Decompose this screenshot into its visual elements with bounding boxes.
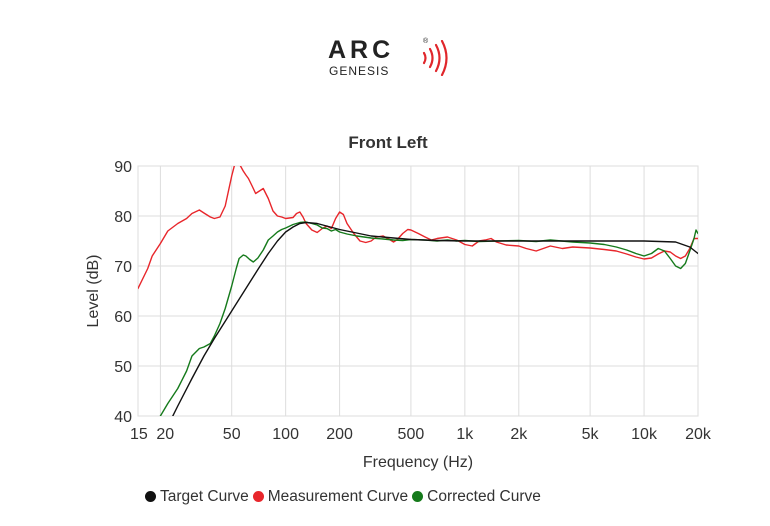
logo-product-text: GENESIS: [329, 64, 390, 78]
x-tick-label: 5k: [582, 426, 600, 443]
logo-brand-text: ARC: [328, 36, 395, 64]
chart-ticks: 15 20 50 100 200 500 1k 2k 5k 10k 20k 40 50 60 70 80 90: [114, 159, 712, 443]
y-tick-label: 70: [114, 259, 132, 276]
legend-item[interactable]: Target Curve: [145, 488, 249, 506]
x-tick-label: 2k: [510, 426, 528, 443]
arc-genesis-logo: ARC ® GENESIS: [320, 32, 460, 84]
x-tick-label: 200: [326, 426, 353, 443]
legend-label: Measurement Curve: [267, 488, 409, 505]
chart-title: Front Left: [348, 133, 428, 152]
legend-dot-icon: [412, 491, 424, 502]
plot-area: [137, 165, 699, 417]
legend-item[interactable]: Corrected Curve: [412, 488, 541, 506]
x-tick-label: 1k: [456, 426, 474, 443]
chart-grid: [137, 165, 699, 417]
y-tick-label: 60: [114, 309, 132, 326]
logo-registered-mark: ®: [423, 38, 429, 45]
x-tick-label: 50: [223, 426, 241, 443]
chart-legend: Target Curve Measurement Curve Corrected C…: [145, 488, 545, 506]
corrected-curve-line: [159, 221, 698, 416]
y-tick-label: 80: [114, 209, 132, 226]
legend-dot-icon: [145, 491, 156, 502]
x-axis-label: Frequency (Hz): [363, 454, 473, 471]
legend-label: Target Curve: [160, 488, 249, 505]
measurement-curve-line: [138, 166, 698, 290]
y-tick-label: 90: [114, 159, 132, 176]
legend-label: Corrected Curve: [427, 488, 541, 505]
chart-series: [138, 166, 698, 416]
y-tick-label: 40: [114, 409, 132, 426]
y-tick-label: 50: [114, 359, 132, 376]
sound-waves-icon: [422, 40, 448, 76]
y-axis-label: Level (dB): [85, 255, 102, 328]
legend-item[interactable]: Measurement Curve: [252, 488, 409, 506]
x-tick-label: 15: [130, 426, 148, 443]
x-tick-label: 10k: [631, 426, 658, 443]
target-curve-line: [172, 221, 698, 416]
x-tick-label: 100: [272, 426, 299, 443]
x-tick-label: 20: [156, 426, 174, 443]
x-tick-label: 20k: [685, 426, 712, 443]
x-tick-label: 500: [398, 426, 425, 443]
legend-dot-icon: [252, 491, 264, 502]
